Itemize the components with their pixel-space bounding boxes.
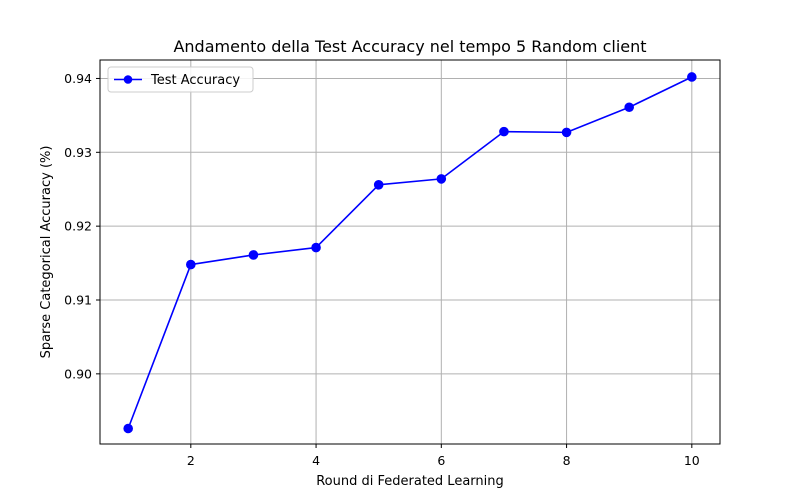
legend-marker-swatch [123, 75, 133, 84]
data-point [624, 102, 634, 113]
y-tick-label: 0.91 [64, 293, 92, 308]
x-tick-label: 8 [563, 453, 571, 468]
data-point [311, 242, 321, 253]
data-point [373, 180, 384, 190]
x-tick-label: 10 [684, 453, 700, 468]
plot-frame [99, 59, 721, 445]
y-tick-label: 0.93 [64, 145, 92, 160]
data-point [123, 423, 133, 434]
y-tick-label: 0.94 [64, 71, 92, 86]
data-point [499, 126, 509, 137]
x-tick-label: 4 [312, 453, 320, 468]
y-axis-label: Sparse Categorical Accuracy (%) [39, 146, 54, 359]
series-line [127, 76, 693, 429]
axes: 2 4 6 8 10 0.90 0.91 0.92 0.93 0.94 [64, 59, 721, 468]
data-point [186, 259, 196, 270]
data-point [687, 72, 697, 82]
chart-title: Andamento della Test Accuracy nel tempo … [173, 37, 646, 56]
x-axis-label: Round di Federated Learning [316, 474, 504, 489]
legend: Test Accuracy [107, 66, 254, 93]
y-tick-label: 0.92 [64, 219, 92, 234]
legend-box [107, 66, 254, 93]
x-tick-label: 2 [187, 453, 195, 468]
data-point [561, 127, 572, 138]
data-point [248, 250, 259, 260]
x-tick-label: 6 [437, 453, 445, 468]
y-tick-label: 0.90 [64, 366, 92, 381]
data-point [436, 174, 447, 184]
legend-label: Test Accuracy [150, 73, 240, 88]
series-layer [123, 72, 697, 434]
